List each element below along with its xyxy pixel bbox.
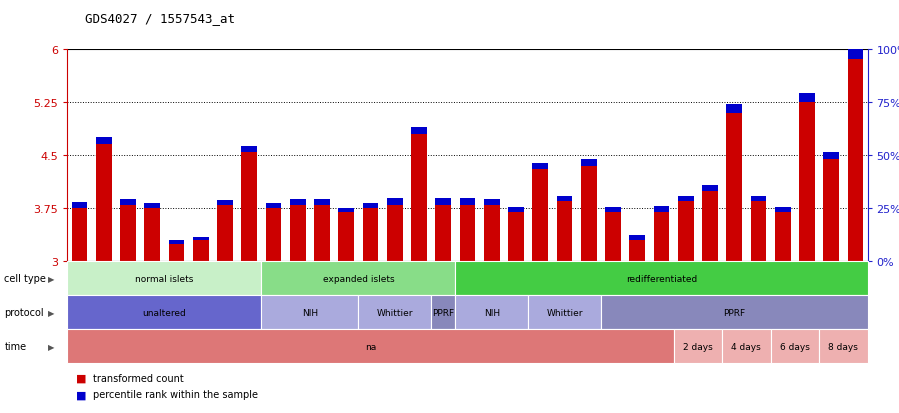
Text: 8 days: 8 days <box>828 342 859 351</box>
Bar <box>193 241 209 262</box>
Bar <box>508 207 524 212</box>
Text: time: time <box>4 342 27 351</box>
Bar <box>193 238 209 241</box>
Bar <box>605 207 621 212</box>
Bar <box>435 205 451 262</box>
Bar <box>289 199 306 205</box>
Text: unaltered: unaltered <box>143 308 186 317</box>
Text: ▶: ▶ <box>48 308 55 317</box>
Bar <box>484 205 500 262</box>
Text: protocol: protocol <box>4 308 44 318</box>
Bar <box>265 203 281 209</box>
Bar <box>411 128 427 135</box>
Bar <box>508 212 524 262</box>
Bar <box>751 196 766 202</box>
Bar <box>702 185 717 191</box>
Text: PPRF: PPRF <box>723 308 745 317</box>
Bar <box>775 207 790 212</box>
Text: 6 days: 6 days <box>779 342 810 351</box>
Bar <box>459 199 476 205</box>
Text: transformed count: transformed count <box>93 373 183 383</box>
Text: NIH: NIH <box>302 308 318 317</box>
Bar <box>532 170 548 262</box>
Bar <box>338 212 354 262</box>
Text: ■: ■ <box>76 389 87 399</box>
Bar <box>726 113 742 262</box>
Bar <box>120 199 136 205</box>
Bar <box>459 205 476 262</box>
Bar <box>120 205 136 262</box>
Bar <box>314 205 330 262</box>
Bar <box>751 202 766 262</box>
Bar <box>96 138 111 145</box>
Bar <box>169 244 184 262</box>
Bar <box>678 196 693 202</box>
Bar <box>556 202 573 262</box>
Bar <box>387 205 403 262</box>
Bar <box>72 202 87 209</box>
Text: ▶: ▶ <box>48 274 55 283</box>
Bar <box>848 60 863 262</box>
Text: ■: ■ <box>76 373 87 383</box>
Text: Whittier: Whittier <box>377 308 413 317</box>
Bar <box>218 200 233 205</box>
Bar <box>242 147 257 152</box>
Bar <box>848 50 863 60</box>
Bar <box>556 196 573 202</box>
Text: na: na <box>365 342 376 351</box>
Bar <box>654 206 670 212</box>
Bar <box>581 166 597 262</box>
Bar <box>314 199 330 205</box>
Bar <box>799 102 814 262</box>
Text: cell type: cell type <box>4 274 47 284</box>
Bar <box>242 152 257 262</box>
Bar <box>435 199 451 205</box>
Text: ▶: ▶ <box>48 342 55 351</box>
Bar <box>823 159 839 262</box>
Text: percentile rank within the sample: percentile rank within the sample <box>93 389 258 399</box>
Bar <box>362 203 378 209</box>
Text: GDS4027 / 1557543_at: GDS4027 / 1557543_at <box>85 12 236 25</box>
Bar <box>387 199 403 205</box>
Bar <box>145 209 160 262</box>
Bar <box>484 199 500 205</box>
Text: 2 days: 2 days <box>683 342 713 351</box>
Text: 4 days: 4 days <box>732 342 761 351</box>
Bar <box>605 212 621 262</box>
Bar <box>411 135 427 262</box>
Bar <box>654 212 670 262</box>
Bar <box>799 94 814 103</box>
Bar <box>362 209 378 262</box>
Bar <box>629 241 645 262</box>
Bar <box>629 236 645 241</box>
Bar <box>96 145 111 262</box>
Bar <box>72 209 87 262</box>
Bar <box>702 191 717 262</box>
Bar <box>338 208 354 212</box>
Text: NIH: NIH <box>484 308 500 317</box>
Text: expanded islets: expanded islets <box>323 274 394 283</box>
Bar <box>775 212 790 262</box>
Bar <box>726 105 742 113</box>
Bar <box>289 205 306 262</box>
Text: normal islets: normal islets <box>135 274 193 283</box>
Bar <box>532 164 548 170</box>
Bar <box>169 241 184 244</box>
Bar <box>823 153 839 159</box>
Text: redifferentiated: redifferentiated <box>626 274 697 283</box>
Text: Whittier: Whittier <box>547 308 583 317</box>
Bar <box>145 203 160 209</box>
Bar <box>581 160 597 166</box>
Text: PPRF: PPRF <box>432 308 454 317</box>
Bar <box>218 205 233 262</box>
Bar <box>678 202 693 262</box>
Bar <box>265 209 281 262</box>
